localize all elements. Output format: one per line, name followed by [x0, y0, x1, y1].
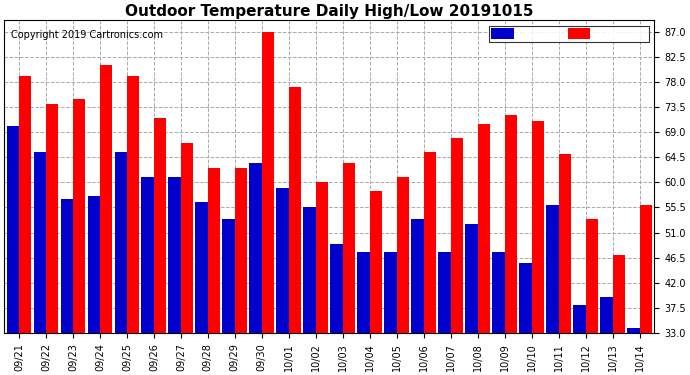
Bar	[115, 152, 127, 333]
Bar	[492, 252, 504, 333]
Bar	[168, 177, 181, 333]
Bar	[546, 205, 559, 333]
Bar	[208, 168, 220, 333]
Bar	[370, 190, 382, 333]
Title: Outdoor Temperature Daily High/Low 20191015: Outdoor Temperature Daily High/Low 20191…	[125, 4, 533, 19]
Bar	[627, 327, 640, 333]
Bar	[451, 138, 463, 333]
Bar	[46, 104, 59, 333]
Bar	[154, 118, 166, 333]
Bar	[262, 32, 274, 333]
Bar	[127, 76, 139, 333]
Bar	[222, 219, 235, 333]
Bar	[519, 263, 531, 333]
Bar	[277, 188, 289, 333]
Bar	[195, 202, 208, 333]
Bar	[331, 244, 343, 333]
Bar	[19, 76, 32, 333]
Bar	[88, 196, 100, 333]
Bar	[613, 255, 625, 333]
Bar	[477, 124, 490, 333]
Bar	[100, 65, 112, 333]
Bar	[343, 163, 355, 333]
Bar	[249, 163, 262, 333]
Bar	[600, 297, 613, 333]
Bar	[531, 121, 544, 333]
Text: Copyright 2019 Cartronics.com: Copyright 2019 Cartronics.com	[10, 30, 163, 40]
Bar	[316, 182, 328, 333]
Bar	[357, 252, 370, 333]
Legend: Low  (°F), High  (°F): Low (°F), High (°F)	[489, 26, 649, 42]
Bar	[34, 152, 46, 333]
Bar	[504, 115, 517, 333]
Bar	[304, 207, 316, 333]
Bar	[397, 177, 409, 333]
Bar	[181, 143, 193, 333]
Bar	[438, 252, 451, 333]
Bar	[61, 199, 73, 333]
Bar	[289, 87, 302, 333]
Bar	[235, 168, 247, 333]
Bar	[573, 305, 586, 333]
Bar	[384, 252, 397, 333]
Bar	[411, 219, 424, 333]
Bar	[73, 99, 86, 333]
Bar	[424, 152, 436, 333]
Bar	[7, 126, 19, 333]
Bar	[141, 177, 154, 333]
Bar	[559, 154, 571, 333]
Bar	[586, 219, 598, 333]
Bar	[465, 224, 477, 333]
Bar	[640, 205, 652, 333]
